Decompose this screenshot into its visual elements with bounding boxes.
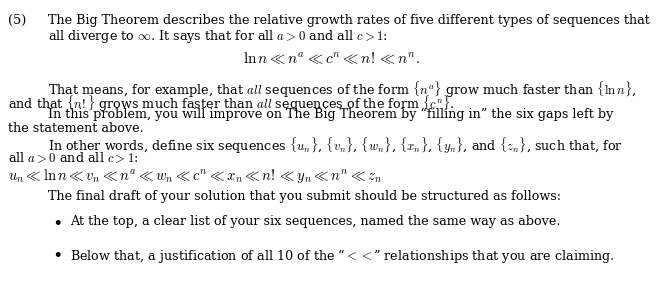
- Text: and that $\{n!\}$ grows much faster than $\mathit{all}$ sequences of the form $\: and that $\{n!\}$ grows much faster than…: [8, 94, 455, 114]
- Text: the statement above.: the statement above.: [8, 122, 144, 135]
- Text: In other words, define six sequences $\{u_n\}$, $\{v_n\}$, $\{w_n\}$, $\{x_n\}$,: In other words, define six sequences $\{…: [48, 136, 623, 156]
- Text: In this problem, you will improve on The Big Theorem by “filling in” the six gap: In this problem, you will improve on The…: [48, 108, 613, 121]
- Text: $\ln n \ll n^{a} \ll c^{n} \ll n! \ll n^{n}.$: $\ln n \ll n^{a} \ll c^{n} \ll n! \ll n^…: [243, 50, 420, 66]
- Text: That means, for example, that $\mathit{all}$ sequences of the form $\{n^{a}\}$ g: That means, for example, that $\mathit{a…: [48, 80, 637, 100]
- Text: At the top, a clear list of your six sequences, named the same way as above.: At the top, a clear list of your six seq…: [70, 215, 561, 228]
- Text: The Big Theorem describes the relative growth rates of five different types of s: The Big Theorem describes the relative g…: [48, 14, 650, 27]
- Text: all $a > 0$ and all $c > 1$:: all $a > 0$ and all $c > 1$:: [8, 150, 138, 165]
- Text: all diverge to $\infty$. It says that for all $a > 0$ and all $c > 1$:: all diverge to $\infty$. It says that fo…: [48, 28, 388, 45]
- Text: $\bullet$: $\bullet$: [54, 247, 62, 260]
- Text: The final draft of your solution that you submit should be structured as follows: The final draft of your solution that yo…: [48, 190, 561, 203]
- Text: Below that, a justification of all 10 of the “$<<$” relationships that you are c: Below that, a justification of all 10 of…: [70, 247, 614, 265]
- Text: $u_n \ll \ln n \ll v_n \ll n^{a} \ll w_n \ll c^{n} \ll x_n \ll n! \ll y_n \ll n^: $u_n \ll \ln n \ll v_n \ll n^{a} \ll w_n…: [8, 167, 382, 185]
- Text: (5): (5): [8, 14, 27, 27]
- Text: $\bullet$: $\bullet$: [54, 215, 62, 228]
